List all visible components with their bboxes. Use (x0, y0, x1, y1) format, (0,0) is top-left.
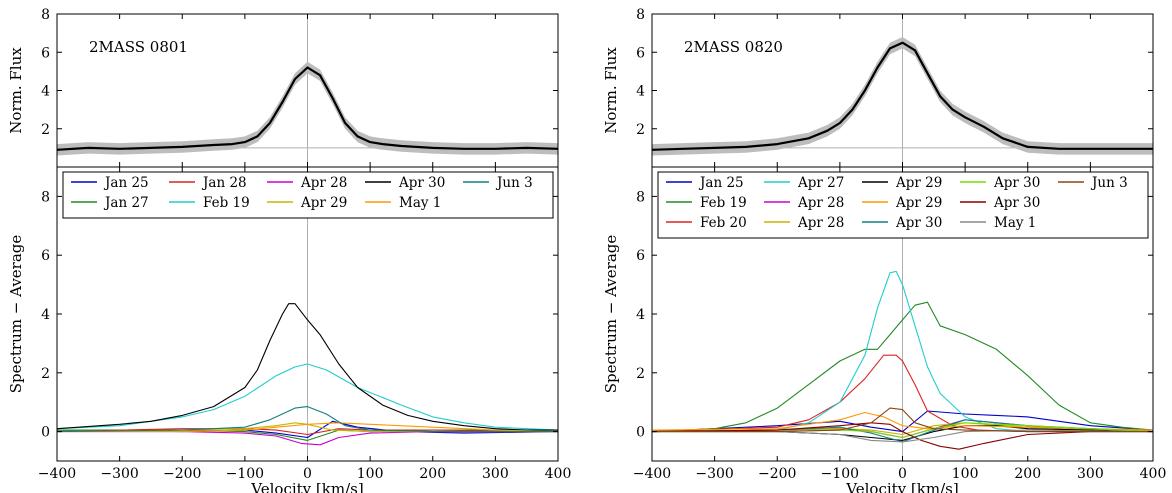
series-line-feb-19 (57, 363, 558, 431)
y-tick-label: 8 (41, 189, 50, 205)
x-tick-label: −200 (758, 466, 796, 482)
x-tick-label: 400 (1140, 466, 1167, 482)
plot-area (652, 37, 1153, 156)
legend-entry-apr-28: Apr 28 (300, 175, 347, 191)
series-line-apr-28 (57, 431, 558, 446)
y-tick-label: 0 (636, 425, 645, 441)
legend-entry-apr-29: Apr 29 (300, 195, 347, 211)
legend: Jan 25 Feb 19 Feb 20 Apr 27 Apr 28 Apr 28 Apr … (657, 171, 1149, 239)
uncertainty-band (652, 37, 1153, 156)
legend-entry-apr-30: Apr 30 (993, 175, 1040, 191)
average-spectrum-line (652, 41, 1153, 151)
legend-entry-jun-3: Jun 3 (495, 175, 533, 191)
legend-entry-feb-19: Feb 19 (700, 195, 747, 211)
x-tick-label: 0 (898, 466, 907, 482)
y-tick-label: 4 (636, 84, 645, 100)
series-line-may-1 (57, 422, 558, 433)
legend-entry-apr-27: Apr 27 (797, 175, 844, 191)
series-line-apr-30 (57, 303, 558, 431)
x-tick-label: −400 (633, 466, 671, 482)
legend: Jan 25 Jan 27 Jan 28 Feb 19 Apr 28 Apr 29 Apr … (62, 171, 554, 219)
plot-area (57, 303, 558, 446)
y-tick-label: 8 (41, 7, 50, 23)
y-tick-label: 4 (41, 307, 50, 323)
panel-top-2: 2 4 6 8 Norm. Flux 2MASS 0820 (602, 7, 1154, 168)
x-tick-label: −300 (695, 466, 733, 482)
plot-area (652, 270, 1153, 450)
panel-bottom-3: 0 2 4 6 8 −400 −300 −200 −100 0 100 200 300 400 Spectr… (602, 166, 1167, 493)
y-tick-label: 2 (636, 366, 645, 382)
x-axis-label: Velocity [km/s] (845, 480, 958, 493)
y-tick-label: 2 (41, 366, 50, 382)
legend-entry-apr-28: Apr 28 (797, 215, 844, 231)
x-tick-label: −200 (163, 466, 201, 482)
x-tick-label: 300 (1077, 466, 1104, 482)
legend-entry-may-1: May 1 (994, 215, 1036, 231)
x-axis-label: Velocity [km/s] (250, 480, 363, 493)
series-line-apr-30 (652, 422, 1153, 450)
y-tick-label: 0 (41, 425, 50, 441)
y-tick-label: 4 (41, 84, 50, 100)
legend-entry-apr-30: Apr 30 (993, 195, 1040, 211)
series-line-jun-3 (652, 407, 1153, 433)
y-axis-label: Norm. Flux (7, 47, 25, 134)
panel-top-0: 2 4 6 8 Norm. Flux 2MASS 0801 (7, 7, 559, 168)
series-line-apr-29 (57, 422, 558, 433)
y-tick-label: 8 (636, 7, 645, 23)
uncertainty-band (57, 61, 558, 156)
legend-entry-apr-30: Apr 30 (895, 215, 942, 231)
x-tick-label: 0 (303, 466, 312, 482)
legend-entry-feb-20: Feb 20 (700, 215, 747, 231)
x-tick-label: 100 (357, 466, 384, 482)
legend-entry-feb-19: Feb 19 (203, 195, 250, 211)
y-tick-label: 6 (636, 45, 645, 61)
y-axis-label: Norm. Flux (602, 47, 620, 134)
legend-entry-jan-27: Jan 27 (103, 195, 149, 211)
series-line-feb-19 (652, 301, 1153, 433)
y-tick-label: 4 (636, 307, 645, 323)
legend-entry-jan-28: Jan 28 (201, 175, 247, 191)
legend-entry-apr-29: Apr 29 (895, 175, 942, 191)
y-tick-label: 8 (636, 189, 645, 205)
x-tick-label: 400 (545, 466, 572, 482)
average-spectrum-line (57, 66, 558, 151)
legend-entry-may-1: May 1 (399, 195, 441, 211)
legend-box (62, 171, 554, 219)
x-tick-label: −400 (38, 466, 76, 482)
x-tick-label: −100 (821, 466, 859, 482)
y-axis-label: Spectrum − Average (602, 235, 620, 394)
series-line-apr-27 (652, 270, 1153, 433)
y-tick-label: 2 (41, 122, 50, 138)
x-tick-label: 200 (419, 466, 446, 482)
x-tick-label: 100 (952, 466, 979, 482)
legend-entry-apr-30: Apr 30 (398, 175, 445, 191)
panel-title: 2MASS 0801 (89, 38, 188, 56)
y-axis-label: Spectrum − Average (7, 235, 25, 394)
series-line-jun-3 (57, 406, 558, 433)
legend-entry-jan-25: Jan 25 (103, 175, 149, 191)
x-tick-label: −100 (226, 466, 264, 482)
panel-bottom-1: 0 2 4 6 8 −400 −300 −200 −100 0 100 200 300 400 Spectr… (7, 166, 572, 493)
plot-area (57, 61, 558, 156)
y-tick-label: 2 (636, 122, 645, 138)
legend-entry-jan-25: Jan 25 (698, 175, 744, 191)
x-tick-label: −300 (100, 466, 138, 482)
y-tick-label: 6 (41, 248, 50, 264)
x-tick-label: 200 (1014, 466, 1041, 482)
legend-entry-apr-29: Apr 29 (895, 195, 942, 211)
y-tick-label: 6 (41, 45, 50, 61)
legend-entry-apr-28: Apr 28 (797, 195, 844, 211)
x-tick-label: 300 (482, 466, 509, 482)
y-tick-label: 6 (636, 248, 645, 264)
series-line-apr-29 (652, 411, 1153, 431)
series-line-feb-20 (652, 354, 1153, 433)
panel-title: 2MASS 0820 (684, 38, 783, 56)
legend-entry-jun-3: Jun 3 (1090, 175, 1128, 191)
legend-box (657, 171, 1149, 239)
